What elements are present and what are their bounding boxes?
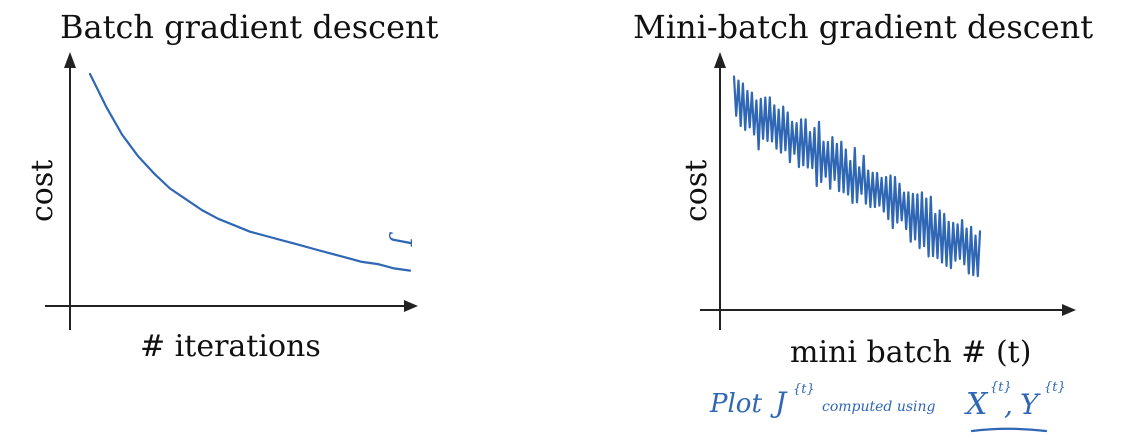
- note-x: X: [964, 387, 989, 422]
- batch-cost-curve: [88, 72, 412, 272]
- batch-panel: Batch gradient descent cost # iterations…: [25, 8, 439, 364]
- note-j-superscript: {t}: [793, 382, 815, 397]
- note-plot: Plot: [709, 389, 762, 419]
- note-comma: ,: [1004, 388, 1013, 421]
- note-x-superscript: {t}: [990, 380, 1012, 395]
- minibatch-x-label: mini batch # (t): [790, 335, 1031, 370]
- batch-x-label: # iterations: [140, 329, 321, 364]
- note-underline: [970, 427, 1048, 433]
- batch-y-label: cost: [25, 160, 60, 222]
- batch-j-note: J: [388, 231, 416, 247]
- minibatch-panel: Mini-batch gradient descent cost mini ba…: [633, 8, 1093, 433]
- note-j: J: [770, 386, 788, 419]
- batch-x-arrow-icon: [404, 300, 418, 312]
- batch-title: Batch gradient descent: [60, 8, 439, 46]
- minibatch-title: Mini-batch gradient descent: [633, 8, 1093, 46]
- note-y-superscript: {t}: [1044, 380, 1066, 395]
- minibatch-x-arrow-icon: [1062, 304, 1076, 316]
- minibatch-handwritten-note: Plot J {t} computed using X {t} , Y {t}: [709, 380, 1066, 433]
- minibatch-y-arrow-icon: [714, 52, 726, 68]
- batch-y-arrow-icon: [64, 52, 76, 68]
- minibatch-y-label: cost: [679, 160, 714, 222]
- minibatch-cost-curve: [732, 75, 982, 278]
- note-computed-using: computed using: [822, 399, 936, 415]
- note-y: Y: [1020, 388, 1041, 421]
